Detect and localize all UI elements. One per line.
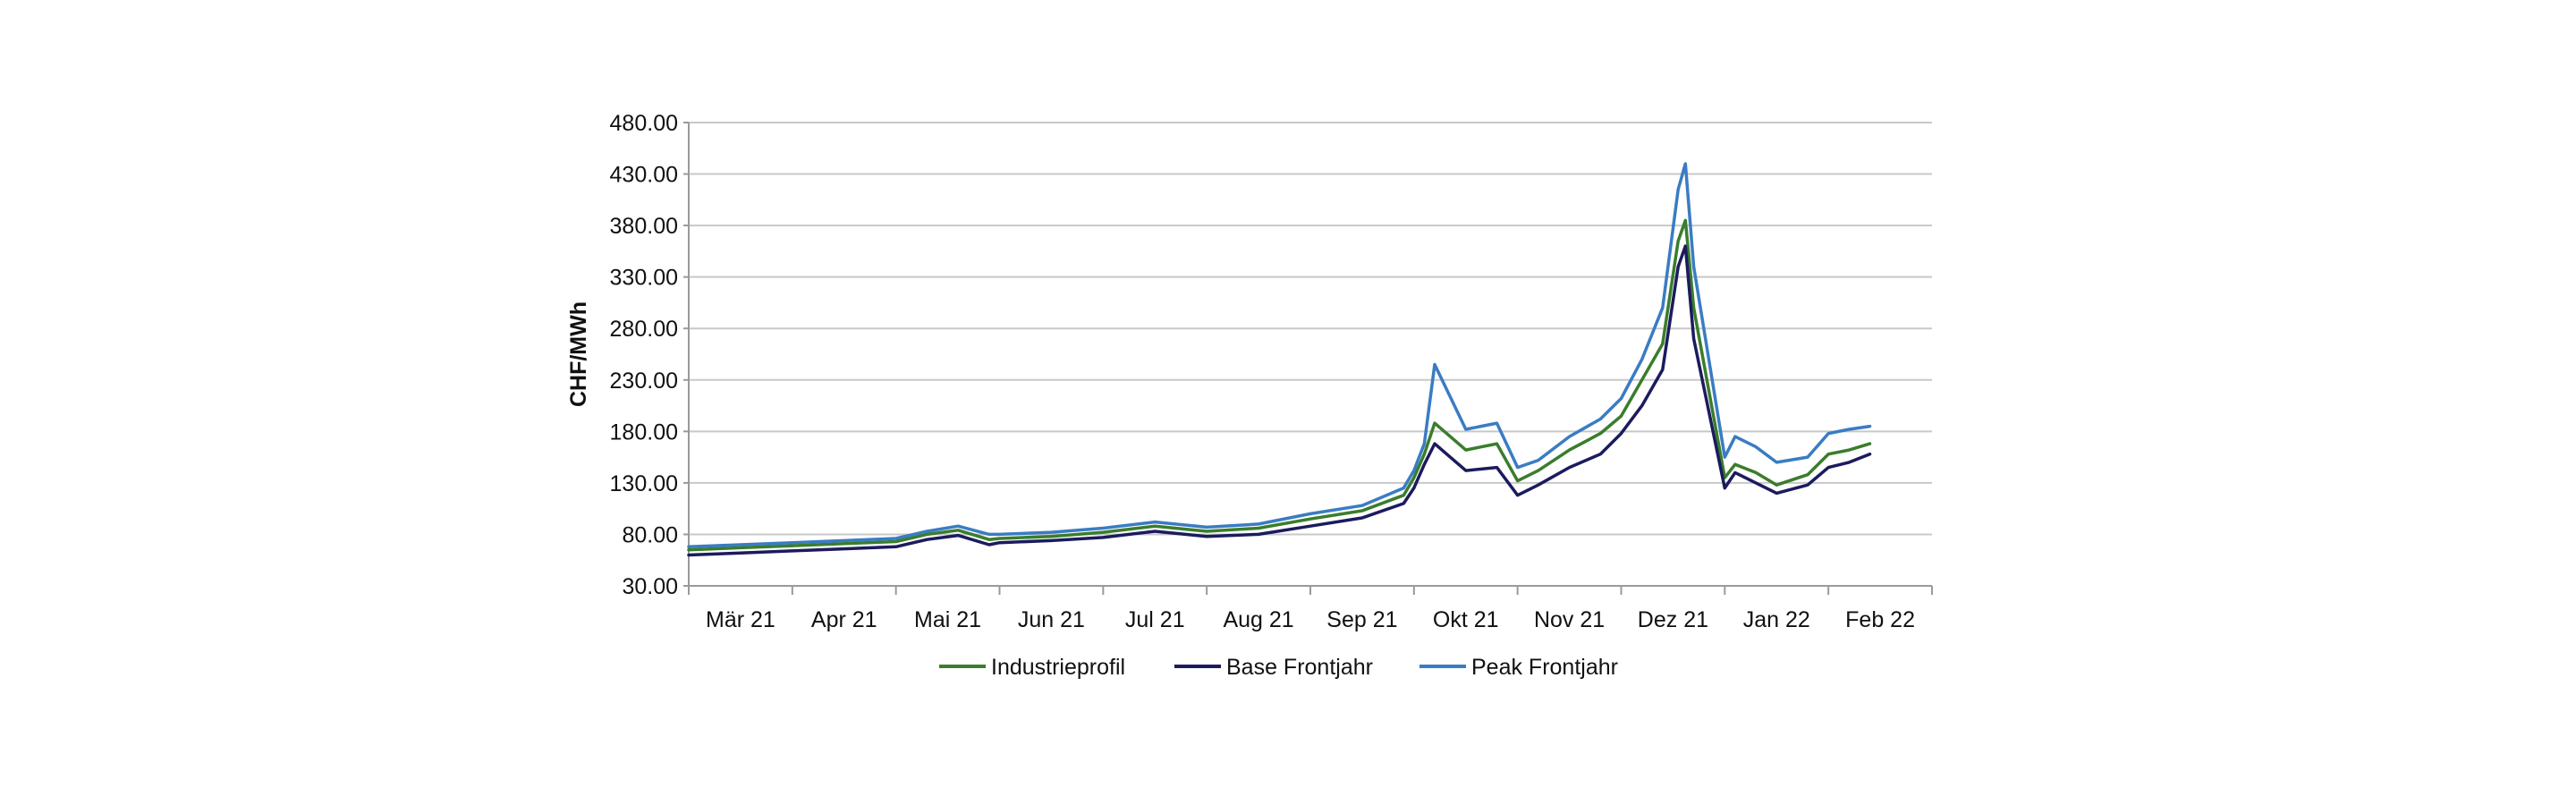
series-line-base-frontjahr <box>687 244 1872 557</box>
x-tick-label: Mai 21 <box>914 607 981 632</box>
y-tick-label: 30.00 <box>622 574 678 599</box>
legend-label: Base Frontjahr <box>1226 655 1373 680</box>
x-tick-label: Jun 21 <box>1018 607 1085 632</box>
x-tick-label: Jan 22 <box>1743 607 1810 632</box>
legend: Industrieprofil Base Frontjahr Peak Frontj… <box>939 655 1618 680</box>
y-tick-label: 180.00 <box>610 419 678 445</box>
series-lines <box>687 162 1872 557</box>
series-line-peak-frontjahr <box>687 162 1872 549</box>
legend-label: Industrieprofil <box>991 655 1125 680</box>
x-tick-label: Sep 21 <box>1326 607 1397 632</box>
x-tick-label: Okt 21 <box>1433 607 1499 632</box>
legend-label: Peak Frontjahr <box>1471 655 1618 680</box>
y-tick-label: 480.00 <box>610 111 678 136</box>
y-tick-label: 80.00 <box>622 522 678 547</box>
y-tick-label: 280.00 <box>610 317 678 342</box>
y-tick-label: 430.00 <box>610 163 678 188</box>
x-tick-label: Nov 21 <box>1534 607 1605 632</box>
x-tick-label: Dez 21 <box>1638 607 1708 632</box>
x-axis-ticks: Mär 21 Apr 21 Mai 21 Jun 21 Jul 21 Aug 21 Sep … <box>688 586 1933 632</box>
y-axis-ticks: 30.00 80.00 130.00 180.00 230.00 280.00 330.00… <box>610 111 689 599</box>
x-tick-label: Mär 21 <box>706 607 775 632</box>
x-tick-label: Jul 21 <box>1125 607 1185 632</box>
series-line-industrieprofil <box>687 218 1872 552</box>
y-tick-label: 130.00 <box>610 471 678 496</box>
gridlines <box>689 122 1932 536</box>
y-tick-label: 330.00 <box>610 266 678 291</box>
y-tick-label: 230.00 <box>610 369 678 394</box>
y-axis-title: CHF/MWh <box>566 301 591 407</box>
y-tick-label: 380.00 <box>610 214 678 239</box>
x-tick-label: Apr 21 <box>811 607 877 632</box>
x-tick-label: Feb 22 <box>1845 607 1915 632</box>
x-tick-label: Aug 21 <box>1223 607 1293 632</box>
